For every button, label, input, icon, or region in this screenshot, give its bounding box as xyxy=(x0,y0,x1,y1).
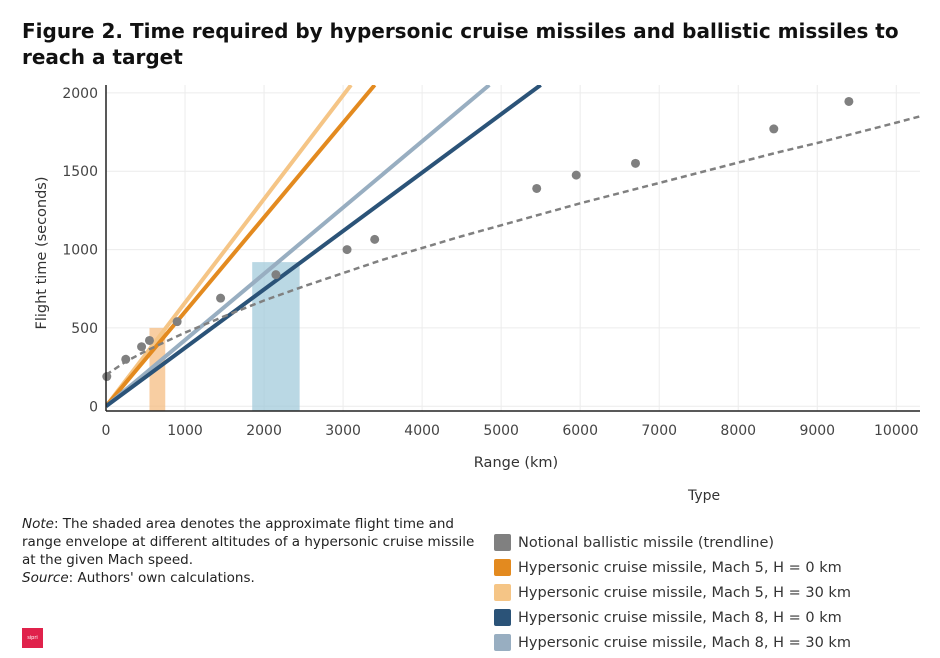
ballistic-trendline xyxy=(106,115,920,376)
legend-label: Hypersonic cruise missile, Mach 5, H = 0… xyxy=(518,559,842,576)
legend-swatch xyxy=(494,559,511,576)
ballistic-data-point xyxy=(342,245,352,255)
legend-item: Hypersonic cruise missile, Mach 8, H = 3… xyxy=(494,630,851,655)
ballistic-data-point xyxy=(121,354,131,364)
y-tick-label: 1500 xyxy=(62,164,98,180)
hypersonic-series-line xyxy=(106,85,353,408)
x-tick-label: 3000 xyxy=(325,423,361,439)
legend-swatch xyxy=(494,609,511,626)
x-tick-label: 10000 xyxy=(874,423,919,439)
legend-item: Hypersonic cruise missile, Mach 5, H = 3… xyxy=(494,580,851,605)
y-tick-label: 2000 xyxy=(62,86,98,102)
x-tick-label: 4000 xyxy=(404,423,440,439)
ballistic-data-point xyxy=(271,270,281,280)
legend-label: Notional ballistic missile (trendline) xyxy=(518,534,775,551)
y-tick-label: 0 xyxy=(89,399,98,415)
chart-svg: 0 1000 2000 3000 4000 5000 6000 7000 8000 9000 100… xyxy=(34,85,920,471)
ballistic-data-point xyxy=(216,293,226,303)
ballistic-data-point xyxy=(102,372,112,382)
ballistic-data-point xyxy=(172,317,182,327)
x-tick-label: 8000 xyxy=(720,423,756,439)
legend: Notional ballistic missile (trendline) Hy… xyxy=(494,530,851,655)
shaded-envelope xyxy=(252,262,300,411)
source-text: : Authors' own calculations. xyxy=(68,570,255,586)
y-axis-title: Flight time (seconds) xyxy=(34,176,50,329)
sipri-logo: sipri xyxy=(22,628,43,648)
note-paragraph: Note: The shaded area denotes the approx… xyxy=(22,515,482,569)
legend-swatch xyxy=(494,634,511,651)
legend-swatch xyxy=(494,584,511,601)
legend-swatch xyxy=(494,534,511,551)
ballistic-data-point xyxy=(144,335,154,345)
chart-note: Note: The shaded area denotes the approx… xyxy=(22,515,482,587)
x-tick-label: 5000 xyxy=(483,423,519,439)
ballistic-data-point xyxy=(630,158,640,168)
x-tick-label: 2000 xyxy=(246,423,282,439)
x-tick-label: 1000 xyxy=(167,423,203,439)
hypersonic-series-line xyxy=(106,85,491,408)
x-tick-label: 0 xyxy=(102,423,111,439)
legend-label: Hypersonic cruise missile, Mach 8, H = 0… xyxy=(518,609,842,626)
ballistic-data-point xyxy=(137,342,147,352)
legend-title: Type xyxy=(688,488,721,504)
ballistic-data-point xyxy=(571,170,581,180)
legend-label: Hypersonic cruise missile, Mach 5, H = 3… xyxy=(518,584,851,601)
hypersonic-series-line xyxy=(106,85,377,408)
legend-item: Hypersonic cruise missile, Mach 5, H = 0… xyxy=(494,555,851,580)
legend-item: Hypersonic cruise missile, Mach 8, H = 0… xyxy=(494,605,851,630)
ballistic-data-point xyxy=(769,124,779,134)
y-tick-label: 1000 xyxy=(62,243,98,259)
source-paragraph: Source: Authors' own calculations. xyxy=(22,569,482,587)
legend-label: Hypersonic cruise missile, Mach 8, H = 3… xyxy=(518,634,851,651)
note-text: : The shaded area denotes the approximat… xyxy=(22,516,475,568)
x-tick-label: 6000 xyxy=(562,423,598,439)
note-label: Note xyxy=(22,516,54,532)
x-tick-label: 7000 xyxy=(641,423,677,439)
x-axis-title: Range (km) xyxy=(474,455,558,471)
ballistic-data-point xyxy=(844,96,854,106)
y-tick-label: 500 xyxy=(71,321,98,337)
legend-item: Notional ballistic missile (trendline) xyxy=(494,530,851,555)
source-label: Source xyxy=(22,570,69,586)
ballistic-data-point xyxy=(370,234,380,244)
x-tick-label: 9000 xyxy=(799,423,835,439)
ballistic-data-point xyxy=(532,183,542,193)
hypersonic-series-line xyxy=(106,85,542,408)
chart-title: Figure 2. Time required by hypersonic cr… xyxy=(22,19,899,69)
